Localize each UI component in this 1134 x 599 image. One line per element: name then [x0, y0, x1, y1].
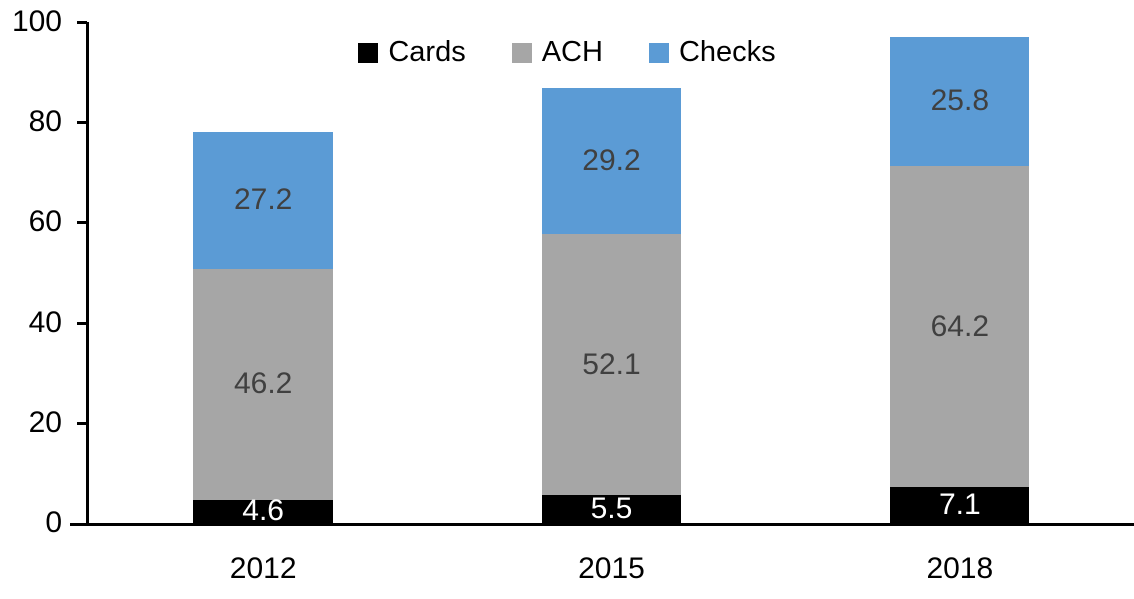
- category-slot-2012: 27.2 46.2 4.6: [89, 22, 437, 526]
- category-slot-2015: 29.2 52.1 5.5: [437, 22, 785, 526]
- y-tick-label: 20: [28, 405, 62, 439]
- segment-value-label: 27.2: [233, 183, 293, 217]
- bar-2018: 25.8 64.2 7.1: [890, 36, 1030, 523]
- x-axis-labels: 2012 2015 2018: [89, 552, 1134, 586]
- segment-value-label: 7.1: [938, 488, 981, 522]
- y-tick-label: 0: [45, 506, 62, 539]
- y-tick: [77, 421, 87, 425]
- segment-value-label: 25.8: [930, 84, 989, 118]
- bar-2012: 27.2 46.2 4.6: [193, 132, 333, 526]
- segment-value-label: 5.5: [590, 492, 633, 526]
- y-tick-label: 100: [11, 5, 62, 38]
- bar-segment-checks-2012: 27.2: [193, 132, 333, 269]
- y-tick: [77, 21, 87, 24]
- segment-value-label: 52.1: [582, 347, 641, 381]
- bar-segment-cards-2018: 7.1: [890, 487, 1030, 523]
- bar-segment-ach-2018: 64.2: [890, 165, 1030, 488]
- bar-segment-checks-2015: 29.2: [541, 88, 682, 235]
- segment-value-label: 4.6: [242, 494, 284, 528]
- segment-value-label: 46.2: [233, 367, 293, 401]
- bar-segment-ach-2012: 46.2: [193, 268, 333, 500]
- x-axis-line: [70, 523, 1134, 526]
- y-axis-line: [86, 22, 89, 526]
- y-tick: [77, 121, 87, 125]
- bar-segment-ach-2015: 52.1: [541, 234, 682, 496]
- y-tick: [77, 321, 87, 325]
- x-tick-label-2018: 2018: [926, 552, 994, 585]
- bar-segment-cards-2012: 4.6: [193, 496, 333, 526]
- x-tick-label-2015: 2015: [578, 552, 645, 585]
- segment-value-label: 64.2: [930, 309, 989, 343]
- bar-2015: 29.2 52.1 5.5: [541, 88, 682, 526]
- y-tick: [77, 221, 87, 225]
- bar-segment-checks-2018: 25.8: [890, 36, 1030, 166]
- y-tick-label: 40: [28, 305, 62, 339]
- x-tick-label-2012: 2012: [229, 552, 297, 585]
- segment-value-label: 29.2: [582, 144, 641, 178]
- bar-segment-cards-2015: 5.5: [541, 492, 682, 526]
- y-tick-label: 80: [28, 105, 62, 139]
- plot-area: 27.2 46.2 4.6 29.2 52.1 5.5 25.8 64.2 7.1: [89, 22, 1134, 526]
- y-tick-label: 60: [28, 205, 62, 239]
- category-slot-2018: 25.8 64.2 7.1: [786, 22, 1134, 523]
